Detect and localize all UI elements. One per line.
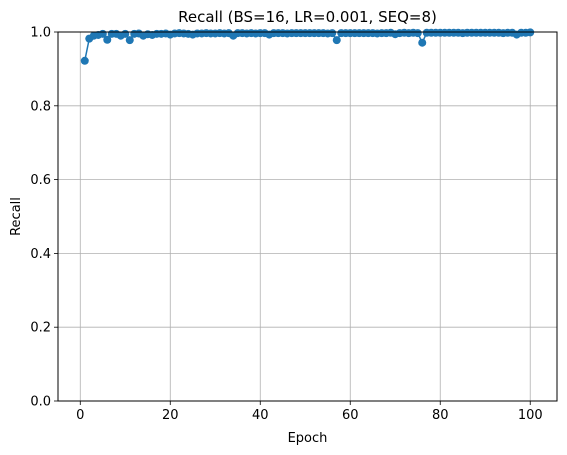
x-ticks: 0 20 40 60 80 100 <box>76 401 543 423</box>
x-tick-label: 0 <box>76 408 84 423</box>
series-layer <box>80 28 535 65</box>
y-tick-label: 0.6 <box>30 173 51 188</box>
x-tick-label: 60 <box>342 408 359 423</box>
data-point <box>80 56 89 65</box>
x-tick-label: 40 <box>252 408 269 423</box>
y-tick-label: 0.8 <box>30 99 51 114</box>
y-tick-label: 0.4 <box>30 247 51 262</box>
axes-frame <box>57 31 558 402</box>
y-tick-label: 0.0 <box>30 395 51 410</box>
y-ticks: 0.0 0.2 0.4 0.6 0.8 1.0 <box>30 26 58 410</box>
x-tick-label: 20 <box>162 408 179 423</box>
data-point <box>125 36 134 45</box>
chart-title: Recall (BS=16, LR=0.001, SEQ=8) <box>178 8 437 26</box>
data-point <box>332 36 341 45</box>
y-tick-label: 1.0 <box>30 26 51 41</box>
x-tick-label: 100 <box>518 408 543 423</box>
data-point <box>103 35 112 44</box>
data-point <box>328 29 337 38</box>
y-axis-label: Recall <box>9 197 24 236</box>
data-point <box>418 38 427 47</box>
x-axis-label: Epoch <box>288 431 328 446</box>
x-tick-label: 80 <box>432 408 449 423</box>
y-tick-label: 0.2 <box>30 321 51 336</box>
data-point <box>413 29 422 38</box>
